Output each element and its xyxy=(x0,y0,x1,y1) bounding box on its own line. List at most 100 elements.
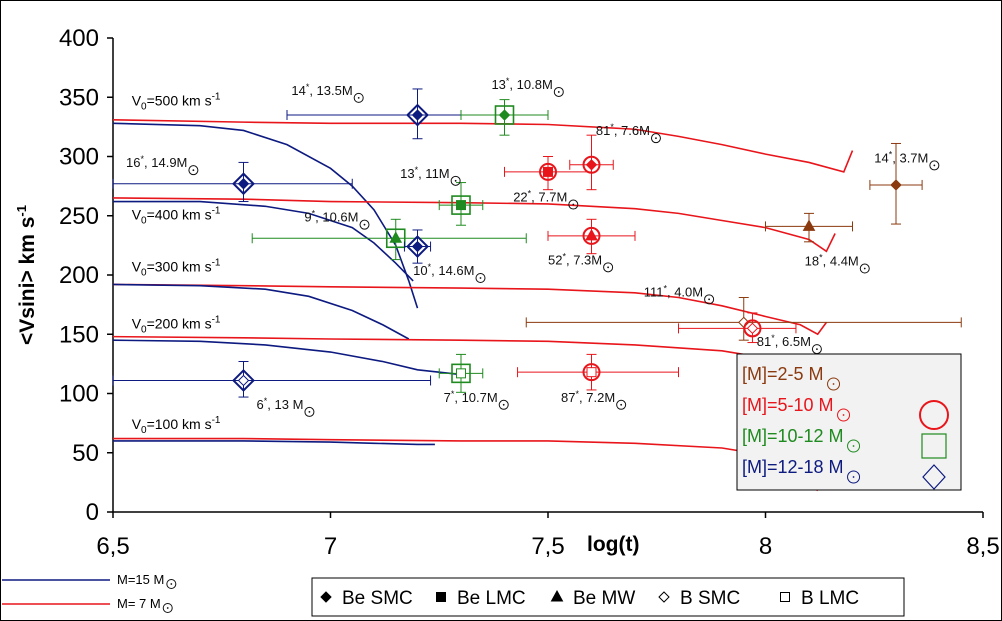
v0-label-part: 0 xyxy=(141,215,147,226)
solar-mass-symbol xyxy=(498,399,509,410)
x-tick-label: 8,5 xyxy=(966,533,999,560)
annotation-part: , 14.9M xyxy=(144,155,187,170)
annotation-part: , 13.5M xyxy=(309,83,352,98)
sample-marker-diamond xyxy=(746,322,759,335)
solar-mass-symbol-dot xyxy=(363,223,366,226)
point-annotation: 14*, 13.5M xyxy=(291,82,352,98)
sample-legend-triangle xyxy=(550,589,564,602)
solar-mass-symbol xyxy=(603,262,614,273)
solar-mass-symbol-dot xyxy=(933,164,936,167)
annotation-part: , 3.7M xyxy=(892,150,928,165)
mass-range-diamond xyxy=(406,235,429,258)
data-point-6 xyxy=(438,182,484,226)
v0-label-200: V0=200 km s-1 xyxy=(132,314,221,335)
v0-label-part: V xyxy=(132,315,142,331)
line-legend-label: M=15 M xyxy=(117,572,164,587)
annotation-part: 16 xyxy=(126,155,140,170)
track-m7-v0-300 xyxy=(112,283,828,336)
solar-mass-symbol xyxy=(353,92,364,103)
v0-label-part: 0 xyxy=(141,324,147,335)
annotation-part: 6 xyxy=(257,397,264,412)
annotation-part: , 4.0M xyxy=(667,284,703,299)
solar-mass-symbol-dot xyxy=(308,411,311,413)
annotation-part: , 13 M xyxy=(267,397,303,412)
mass-legend-sun xyxy=(827,377,841,391)
solar-mass-symbol-ring xyxy=(498,399,509,410)
annotation-part: * xyxy=(528,189,532,199)
annotation-part: * xyxy=(819,253,823,263)
data-point-5 xyxy=(569,134,614,191)
data-point-2 xyxy=(460,99,549,136)
mass-range-diamond xyxy=(232,172,255,196)
y-tick-label: 250 xyxy=(59,203,99,230)
point-annotation: 14*, 3.7M xyxy=(874,149,928,165)
annotation-part: 81 xyxy=(596,123,610,138)
mass-range-square xyxy=(494,105,515,125)
sample-legend-box xyxy=(311,577,905,617)
track-m15-v0-300 xyxy=(112,283,410,340)
annotation-part: 14 xyxy=(291,83,305,98)
solar-mass-symbol-ring xyxy=(568,199,579,210)
annotation-part: * xyxy=(415,165,419,175)
track-m15-v0-500 xyxy=(112,122,419,309)
annotation-part: * xyxy=(889,149,893,159)
point-annotation: 18*, 4.4M xyxy=(805,253,859,269)
annotation-part: * xyxy=(451,389,455,399)
annotation-part: 9 xyxy=(304,210,311,225)
point-annotation: 81*, 6.5M xyxy=(757,333,811,349)
point-annotation: 6*, 13 M xyxy=(257,396,304,412)
solar-mass-symbol xyxy=(568,199,579,210)
point-annotation: 111*, 4.0M xyxy=(644,283,703,299)
mass-legend-entry: [M]=5-10 M xyxy=(742,395,834,415)
annotation-part: 10 xyxy=(413,263,427,278)
solar-mass-symbol-dot xyxy=(192,169,195,172)
x-axis-title: log(t) xyxy=(587,533,639,556)
mass-legend-entry: [M]=2-5 M xyxy=(742,364,824,384)
v0-label-400: V0=400 km s-1 xyxy=(132,205,221,226)
solar-mass-symbol xyxy=(616,399,627,410)
annotation-part: * xyxy=(610,122,614,132)
sample-legend-label: Be SMC xyxy=(342,588,413,609)
annotation-part: 52 xyxy=(548,252,562,267)
line-legend-label: M= 7 M xyxy=(117,596,161,611)
annotation-part: * xyxy=(306,82,310,92)
annotation-part: 13 xyxy=(491,77,505,92)
mass-range-square xyxy=(451,363,471,384)
y-tick-label: 0 xyxy=(86,499,99,526)
point-annotation: 87*, 7.2M xyxy=(561,389,615,405)
v0-label-part: -1 xyxy=(212,205,221,216)
solar-mass-symbol-ring xyxy=(616,399,627,410)
solar-mass-symbol xyxy=(359,219,370,230)
solar-mass-symbol-dot xyxy=(502,403,505,406)
v0-label-part: V xyxy=(132,258,142,274)
mass-legend-sun-dot xyxy=(852,476,855,478)
sample-marker-diamond xyxy=(237,374,250,387)
annotation-part: , 7.7M xyxy=(531,190,567,205)
sample-legend-label: Be LMC xyxy=(457,588,526,609)
x-tick-label: 6,5 xyxy=(96,533,129,560)
mass-range-square xyxy=(451,195,471,215)
solar-mass-symbol xyxy=(859,263,870,274)
v0-label-part: 0 xyxy=(141,102,147,113)
data-point-16 xyxy=(517,353,679,391)
y-axis-title-exponent: -1 xyxy=(14,205,29,217)
solar-mass-symbol-dot xyxy=(454,179,457,182)
sample-marker-triangle xyxy=(802,219,816,231)
v0-label-part: =200 km s xyxy=(147,315,212,331)
y-tick-label: 350 xyxy=(59,84,99,111)
annotation-part: , 7.2M xyxy=(579,390,615,405)
annotation-part: * xyxy=(428,262,432,272)
solar-mass-symbol-ring xyxy=(450,175,461,186)
mass-legend-sun-ring xyxy=(847,470,861,484)
line-legend-sun-ring xyxy=(162,603,173,613)
mass-range-diamond xyxy=(406,103,429,127)
annotation-part: * xyxy=(663,283,667,293)
sample-legend-label: Be MW xyxy=(573,588,635,609)
mass-legend-sun-ring xyxy=(827,377,841,391)
y-tick-label: 150 xyxy=(59,321,99,348)
track-m15-v0-100 xyxy=(113,440,435,446)
solar-mass-symbol-dot xyxy=(816,348,818,350)
solar-mass-symbol xyxy=(704,294,715,305)
